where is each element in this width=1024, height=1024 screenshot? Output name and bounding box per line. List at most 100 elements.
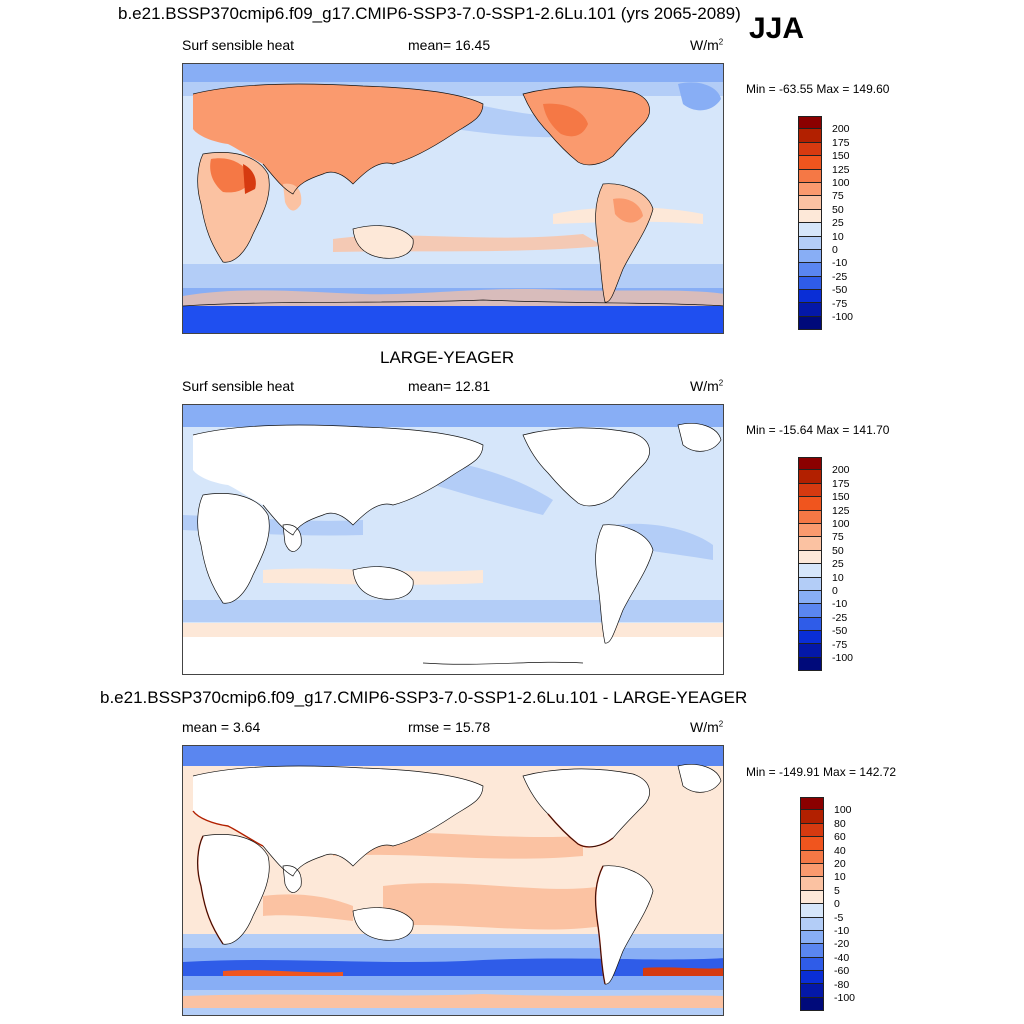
panel1-units-label: W/m2: [690, 37, 724, 53]
colorbar-label: -75: [832, 297, 848, 310]
colorbar-swatch: [798, 276, 822, 291]
colorbar-label: 100: [832, 177, 850, 189]
colorbar-label: -40: [834, 951, 850, 964]
colorbar-swatch: [798, 290, 822, 304]
colorbar-label: 100: [832, 518, 850, 530]
colorbar-label: 150: [832, 150, 850, 163]
panel2-title: LARGE-YEAGER: [380, 348, 515, 367]
colorbar-swatch: [800, 863, 824, 878]
colorbar-label: -100: [832, 652, 854, 664]
colorbar-swatch: [798, 590, 822, 605]
colorbar-label: 80: [834, 817, 846, 830]
panel3-map: [182, 745, 724, 1016]
colorbar-label: -20: [834, 938, 850, 951]
colorbar-label: -50: [832, 625, 848, 638]
colorbar-swatch: [798, 169, 822, 183]
colorbar-swatch: [798, 617, 822, 632]
colorbar-label: -100: [832, 311, 854, 323]
colorbar-label: -10: [834, 925, 850, 937]
colorbar-swatch: [800, 930, 824, 945]
colorbar-swatch: [798, 142, 822, 157]
colorbar-label: 175: [832, 477, 850, 490]
colorbar-label: -25: [832, 611, 848, 624]
colorbar-label: -25: [832, 270, 848, 283]
colorbar-swatch: [798, 457, 822, 471]
colorbar-swatch: [800, 971, 824, 985]
colorbar-swatch: [800, 797, 824, 811]
colorbar-swatch: [800, 823, 824, 838]
colorbar-swatch: [800, 997, 824, 1012]
panel2-variable-label: Surf sensible heat: [182, 378, 295, 394]
colorbar-label: 10: [832, 571, 844, 584]
colorbar-label: 0: [832, 244, 838, 256]
panel1-title: b.e21.BSSP370cmip6.f09_g17.CMIP6-SSP3-7.…: [118, 4, 741, 23]
colorbar-swatch: [798, 156, 822, 170]
colorbar-swatch: [800, 904, 824, 918]
colorbar-label: -80: [834, 978, 850, 991]
colorbar-swatch: [798, 223, 822, 237]
colorbar-label: 0: [834, 898, 840, 911]
panel3-title: b.e21.BSSP370cmip6.f09_g17.CMIP6-SSP3-7.…: [100, 688, 748, 707]
colorbar-swatch: [798, 303, 822, 317]
colorbar-label: 75: [832, 531, 844, 544]
colorbar-label: 50: [832, 203, 844, 216]
colorbar-swatch: [798, 209, 822, 224]
colorbar-swatch: [798, 644, 822, 658]
colorbar-swatches: [798, 116, 822, 331]
colorbar-swatch: [798, 657, 822, 672]
colorbar-swatch: [800, 944, 824, 958]
colorbar-label: 25: [832, 558, 844, 571]
colorbar-label: 125: [832, 504, 850, 517]
colorbar-swatches: [798, 457, 822, 672]
colorbar-label: 125: [832, 163, 850, 176]
colorbar-label: 50: [832, 544, 844, 557]
colorbar-swatch: [798, 263, 822, 277]
colorbar-label: 0: [832, 585, 838, 597]
colorbar-label: 40: [834, 844, 846, 857]
colorbar-swatch: [798, 564, 822, 578]
panel1-map: [182, 63, 724, 334]
colorbar-label: 5: [834, 884, 840, 897]
panel3-units-label: W/m2: [690, 719, 724, 735]
colorbar-swatch: [798, 182, 822, 197]
colorbar-swatch: [800, 917, 824, 931]
colorbar-swatch: [798, 577, 822, 591]
panel2-map: [182, 404, 724, 675]
panel1-minmax: Min = -63.55 Max = 149.60: [746, 82, 890, 96]
panel2-units-label: W/m2: [690, 378, 724, 394]
colorbar-label: 75: [832, 190, 844, 203]
panel2-mean-label: mean= 12.81: [408, 378, 491, 394]
colorbar-label: -50: [832, 284, 848, 297]
panel1-mean-label: mean= 16.45: [408, 37, 491, 53]
panel2-minmax: Min = -15.64 Max = 141.70: [746, 423, 890, 437]
colorbar-swatch: [798, 196, 822, 210]
colorbar-label: 20: [834, 858, 846, 870]
season-label: JJA: [749, 12, 805, 45]
colorbar-swatches: [800, 797, 824, 1012]
colorbar-label: 200: [832, 123, 850, 136]
colorbar-swatch: [798, 116, 822, 130]
colorbar-swatch: [798, 631, 822, 645]
panel1-variable-label: Surf sensible heat: [182, 37, 295, 53]
colorbar-swatch: [798, 129, 822, 143]
colorbar-label: -10: [832, 257, 848, 270]
colorbar-label: -100: [834, 992, 856, 1004]
colorbar-swatch: [800, 877, 824, 891]
panel3-rmse-label: rmse = 15.78: [408, 719, 491, 735]
colorbar-swatch: [800, 837, 824, 851]
colorbar-swatch: [798, 510, 822, 524]
panel3-minmax: Min = -149.91 Max = 142.72: [746, 765, 897, 779]
colorbar-label: 150: [832, 491, 850, 504]
colorbar-label: 25: [832, 217, 844, 230]
colorbar-label: 10: [834, 871, 846, 884]
colorbar-label: -75: [832, 638, 848, 651]
colorbar-label: 175: [832, 136, 850, 149]
colorbar-swatch: [798, 523, 822, 538]
colorbar-swatch: [800, 810, 824, 824]
colorbar-swatch: [798, 537, 822, 551]
colorbar-swatch: [798, 483, 822, 498]
colorbar-swatch: [800, 957, 824, 972]
colorbar-swatch: [798, 316, 822, 331]
colorbar-label: 100: [834, 804, 852, 817]
colorbar-label: -5: [834, 911, 844, 924]
